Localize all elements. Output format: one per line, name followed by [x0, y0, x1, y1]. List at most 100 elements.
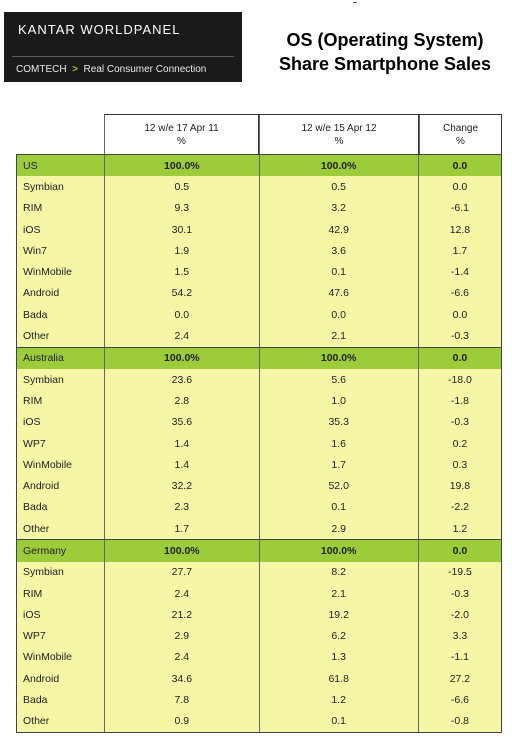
- share-2011-cell: 1.4: [104, 432, 258, 455]
- os-name-cell: WP7: [23, 630, 46, 643]
- share-2011-cell: 7.8: [104, 689, 258, 711]
- change-cell: -0.3: [417, 582, 501, 605]
- share-2012-cell: 1.3: [258, 646, 418, 669]
- share-2011-cell: 34.6: [104, 668, 258, 690]
- os-name-cell: Other: [23, 715, 50, 728]
- table-row: Other 2.4 2.1 -0.3: [17, 325, 501, 347]
- share-2012-cell: 0.1: [258, 496, 418, 519]
- os-name-cell: iOS: [23, 608, 41, 621]
- page-title-line1: OS (Operating System): [286, 30, 484, 50]
- change-cell: -1.8: [417, 390, 501, 412]
- share-2012-cell: 35.3: [258, 411, 418, 433]
- os-name-cell: RIM: [23, 394, 43, 407]
- change-cell: 0.0: [417, 176, 501, 198]
- change-cell: 0.0: [417, 304, 501, 326]
- header-period-2012-label: 12 w/e 15 Apr 12: [301, 122, 377, 134]
- region-header-row: US 100.0% 100.0% 0.0: [17, 155, 501, 177]
- os-name-cell: Android: [23, 287, 60, 300]
- os-name-cell: Symbian: [23, 180, 64, 193]
- change-cell: -6.6: [417, 689, 501, 711]
- change-cell: -0.3: [417, 325, 501, 347]
- share-2011-cell: 1.5: [104, 261, 258, 283]
- share-2012-cell: 1.0: [258, 390, 418, 412]
- share-2011-cell: 0.0: [104, 304, 258, 326]
- region-total-2011: 100.0%: [104, 540, 258, 562]
- header-period-2012: 12 w/e 15 Apr 12 %: [259, 114, 419, 154]
- region-section: Australia 100.0% 100.0% 0.0 Symbian 23.6 5.6 -1…: [17, 346, 501, 540]
- change-cell: -19.5: [417, 561, 501, 583]
- table-body: US 100.0% 100.0% 0.0 Symbian 0.5 0.5 0.0 RIM 9.3 3…: [16, 154, 502, 734]
- table-row: Android 32.2 52.0 19.8: [17, 475, 501, 497]
- header-period-2012-unit: %: [334, 135, 344, 147]
- share-2012-cell: 42.9: [258, 218, 418, 241]
- table-row: WinMobile 1.5 0.1 -1.4: [17, 261, 501, 283]
- table-row: RIM 2.4 2.1 -0.3: [17, 582, 501, 605]
- share-2012-cell: 1.7: [258, 454, 418, 476]
- change-cell: -0.3: [417, 411, 501, 433]
- share-2012-cell: 3.6: [258, 240, 418, 262]
- os-name-cell: iOS: [23, 416, 41, 429]
- header-period-2011: 12 w/e 17 Apr 11 %: [104, 114, 259, 154]
- table-row: Symbian 23.6 5.6 -18.0: [17, 368, 501, 391]
- region-section: Germany 100.0% 100.0% 0.0 Symbian 27.7 8.2 -19.…: [17, 539, 501, 733]
- region-name: US: [23, 159, 38, 172]
- table-row: Other 0.9 0.1 -0.8: [17, 710, 501, 733]
- logo-tagline-line: COMTECH > Real Consumer Connection: [16, 64, 206, 75]
- region-total-2012: 100.0%: [258, 347, 418, 369]
- share-2011-cell: 30.1: [104, 218, 258, 241]
- share-2012-cell: 52.0: [258, 475, 418, 497]
- share-2012-cell: 1.2: [258, 689, 418, 711]
- header-change-label: Change: [442, 122, 479, 134]
- share-2012-cell: 2.1: [258, 582, 418, 605]
- os-name-cell: WP7: [23, 437, 46, 450]
- change-cell: -2.2: [417, 496, 501, 519]
- table-row: WP7 1.4 1.6 0.2: [17, 432, 501, 455]
- change-cell: 1.2: [417, 518, 501, 540]
- share-2012-cell: 47.6: [258, 282, 418, 305]
- os-name-cell: WinMobile: [23, 458, 73, 471]
- top-dash-mark: [353, 2, 357, 3]
- share-2012-cell: 5.6: [258, 368, 418, 391]
- share-2011-cell: 54.2: [104, 282, 258, 305]
- share-2012-cell: 0.1: [258, 710, 418, 733]
- table-row: Bada 0.0 0.0 0.0: [17, 304, 501, 326]
- logo-divider: [12, 56, 234, 57]
- header-period-2011-unit: %: [177, 135, 186, 147]
- table-row: WinMobile 1.4 1.7 0.3: [17, 454, 501, 476]
- table-row: WinMobile 2.4 1.3 -1.1: [17, 646, 501, 669]
- table-row: Win7 1.9 3.6 1.7: [17, 240, 501, 262]
- region-total-2012: 100.0%: [258, 540, 418, 562]
- share-2012-cell: 6.2: [258, 625, 418, 647]
- os-name-cell: Other: [23, 522, 50, 535]
- os-name-cell: RIM: [23, 587, 43, 600]
- table-row: RIM 9.3 3.2 -6.1: [17, 197, 501, 219]
- share-2011-cell: 2.4: [104, 325, 258, 347]
- share-2012-cell: 3.2: [258, 197, 418, 219]
- header-period-2011-label: 12 w/e 17 Apr 11: [144, 122, 219, 134]
- os-name-cell: Bada: [23, 501, 48, 514]
- os-name-cell: Symbian: [23, 566, 64, 579]
- change-cell: 19.8: [417, 475, 501, 497]
- share-2012-cell: 0.1: [258, 261, 418, 283]
- share-2012-cell: 61.8: [258, 668, 418, 690]
- share-2012-cell: 2.9: [258, 518, 418, 540]
- table-header-row: 12 w/e 17 Apr 11 % 12 w/e 15 Apr 12 % Ch…: [16, 114, 502, 154]
- region-header-row: Germany 100.0% 100.0% 0.0: [17, 539, 501, 562]
- change-cell: -2.0: [417, 604, 501, 626]
- share-2012-cell: 0.5: [258, 176, 418, 198]
- os-name-cell: WinMobile: [23, 266, 73, 279]
- share-2011-cell: 2.3: [104, 496, 258, 519]
- change-cell: 12.8: [417, 218, 501, 241]
- region-header-row: Australia 100.0% 100.0% 0.0: [17, 346, 501, 369]
- logo-brand-text: KANTAR WORLDPANEL: [18, 22, 181, 37]
- os-name-cell: iOS: [23, 223, 41, 236]
- os-name-cell: RIM: [23, 202, 43, 215]
- change-cell: -18.0: [417, 368, 501, 391]
- table-row: Symbian 0.5 0.5 0.0: [17, 176, 501, 198]
- os-name-cell: Bada: [23, 308, 48, 321]
- os-name-cell: Symbian: [23, 373, 64, 386]
- change-cell: 27.2: [417, 668, 501, 690]
- share-2011-cell: 2.4: [104, 582, 258, 605]
- table-row: Android 34.6 61.8 27.2: [17, 668, 501, 690]
- table-row: Android 54.2 47.6 -6.6: [17, 282, 501, 305]
